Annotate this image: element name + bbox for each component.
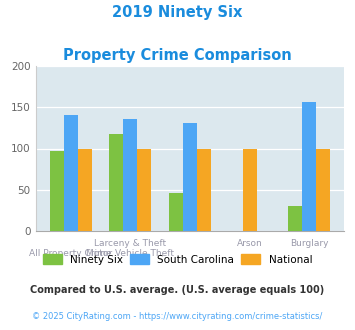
Text: © 2025 CityRating.com - https://www.cityrating.com/crime-statistics/: © 2025 CityRating.com - https://www.city… <box>32 312 323 321</box>
Text: All Property Crime: All Property Crime <box>29 249 112 258</box>
Bar <box>242 148 257 231</box>
Bar <box>183 123 197 231</box>
Bar <box>316 148 330 231</box>
Text: Property Crime Comparison: Property Crime Comparison <box>63 48 292 63</box>
Bar <box>137 148 151 231</box>
Text: Arson: Arson <box>237 239 262 248</box>
Text: Burglary: Burglary <box>290 239 328 248</box>
Bar <box>64 115 78 231</box>
Bar <box>78 148 92 231</box>
Bar <box>302 102 316 231</box>
Bar <box>109 134 123 231</box>
Bar <box>169 193 183 231</box>
Bar <box>288 206 302 231</box>
Text: 2019 Ninety Six: 2019 Ninety Six <box>112 5 243 20</box>
Text: Larceny & Theft: Larceny & Theft <box>94 239 166 248</box>
Bar <box>50 151 64 231</box>
Text: Compared to U.S. average. (U.S. average equals 100): Compared to U.S. average. (U.S. average … <box>31 285 324 295</box>
Legend: Ninety Six, South Carolina, National: Ninety Six, South Carolina, National <box>43 254 312 265</box>
Text: Motor Vehicle Theft: Motor Vehicle Theft <box>86 249 174 258</box>
Bar <box>123 119 137 231</box>
Bar <box>197 148 211 231</box>
